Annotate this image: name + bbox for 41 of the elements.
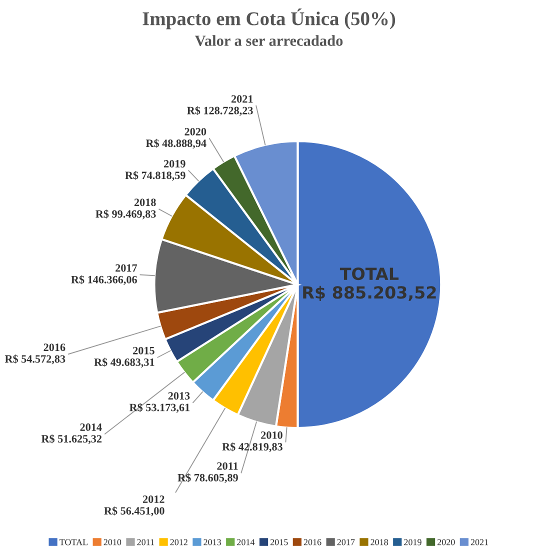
slice-label: 2017 [116,264,138,272]
chart-title: Impacto em Cota Única (50%) [142,8,396,30]
legend-label: 2020 [438,539,455,546]
data-label: R$ 74.818,59 [125,170,186,181]
legend-label: 2011 [137,539,154,546]
data-label: R$ 99.469,83 [96,210,156,220]
legend-label: 2010 [104,539,122,546]
data-label: R$ 53.173,61 [129,403,190,413]
legend-label: 2015 [270,539,288,546]
slice-label: 2020 [184,128,206,136]
legend-label: 2018 [370,539,388,546]
data-label: R$ 49.683,31 [94,358,154,368]
data-label: R$ 51.625,32 [41,434,102,444]
chart-subtitle: Valor a ser arrecadado [194,35,343,46]
legend-label: 2017 [337,539,355,546]
data-label: R$ 78.605,89 [178,473,238,484]
slice-label: 2019 [164,160,186,168]
slice-label: 2010 [261,431,282,439]
slice-label: 2021 [231,95,253,103]
legend-label: 2013 [204,539,221,546]
data-label: R$ 146.366,06 [71,275,137,285]
slice-label: 2018 [134,198,156,206]
slice-label: 2012 [143,495,164,503]
data-label: R$ 48.888,94 [146,138,206,149]
legend-label: 2016 [304,539,322,546]
data-label: R$ 54.572,83 [4,354,66,364]
legend-label: 2012 [170,539,188,546]
legend-label: 2021 [470,539,488,546]
data-label: R$ 42.819,83 [222,442,282,452]
slice-label: 2015 [133,346,154,354]
legend-label: 2014 [237,539,255,546]
legend-label: 2019 [404,539,422,546]
legend-label: TOTAL [60,539,88,546]
slice-label: TOTAL [340,267,399,280]
data-label: R$ 56.451,00 [104,506,164,516]
slice-label: 2011 [217,462,238,470]
slice-label: 2013 [168,392,190,400]
data-label: R$ 885.203,52 [303,286,436,301]
slice-label: 2016 [44,344,66,352]
data-label: R$ 128.728,23 [187,106,253,116]
slice-label: 2014 [80,423,102,431]
